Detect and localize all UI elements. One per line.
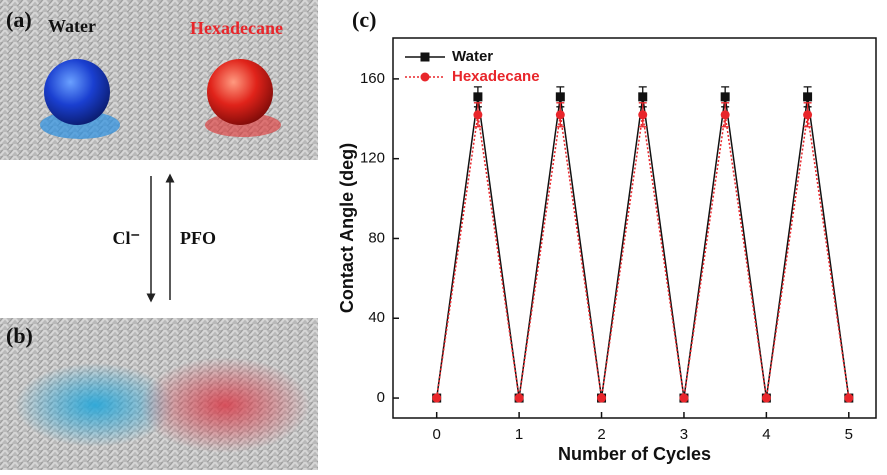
plot-frame	[392, 37, 877, 419]
y-tick-label: 40	[368, 309, 385, 326]
drop-label: Hexadecane	[190, 18, 283, 38]
x-tick-label: 5	[845, 426, 853, 443]
data-point	[555, 92, 565, 102]
panel-label: (c)	[352, 7, 376, 32]
data-point	[803, 110, 813, 120]
hexadecane-drop	[207, 59, 273, 125]
data-point	[473, 110, 483, 120]
x-axis-label: Number of Cycles	[558, 444, 711, 464]
legend-marker	[420, 72, 430, 82]
arrow-label: PFO	[180, 228, 216, 248]
y-axis-label: Contact Angle (deg)	[337, 143, 357, 313]
data-point	[555, 110, 565, 120]
arrow-label: Cl⁻	[112, 228, 140, 248]
x-tick-label: 0	[433, 426, 441, 443]
y-tick-label: 0	[377, 389, 385, 406]
legend-label: Water	[452, 48, 493, 65]
series-line	[435, 96, 850, 399]
data-point	[473, 92, 483, 102]
water-drop	[44, 59, 110, 125]
data-point	[679, 393, 689, 403]
data-point	[638, 110, 648, 120]
x-tick-label: 4	[762, 426, 770, 443]
series-line	[435, 114, 850, 399]
data-point	[432, 393, 442, 403]
hexadecane-stain	[140, 357, 310, 453]
x-tick-label: 3	[680, 426, 688, 443]
panel-label: (a)	[6, 7, 32, 32]
data-point	[638, 92, 648, 102]
y-tick-label: 120	[360, 150, 385, 167]
legend-marker	[420, 52, 430, 62]
data-point	[720, 92, 730, 102]
data-point	[761, 393, 771, 403]
panel-label: (b)	[6, 323, 33, 348]
data-point	[597, 393, 607, 403]
x-tick-label: 1	[515, 426, 523, 443]
drop-label: Water	[48, 16, 96, 36]
y-tick-label: 160	[360, 70, 385, 87]
data-point	[844, 393, 854, 403]
data-point	[803, 92, 813, 102]
data-point	[720, 110, 730, 120]
y-tick-label: 80	[368, 229, 385, 246]
water-stain	[15, 363, 175, 447]
data-point	[514, 393, 524, 403]
x-tick-label: 2	[597, 426, 605, 443]
legend-label: Hexadecane	[452, 68, 540, 85]
